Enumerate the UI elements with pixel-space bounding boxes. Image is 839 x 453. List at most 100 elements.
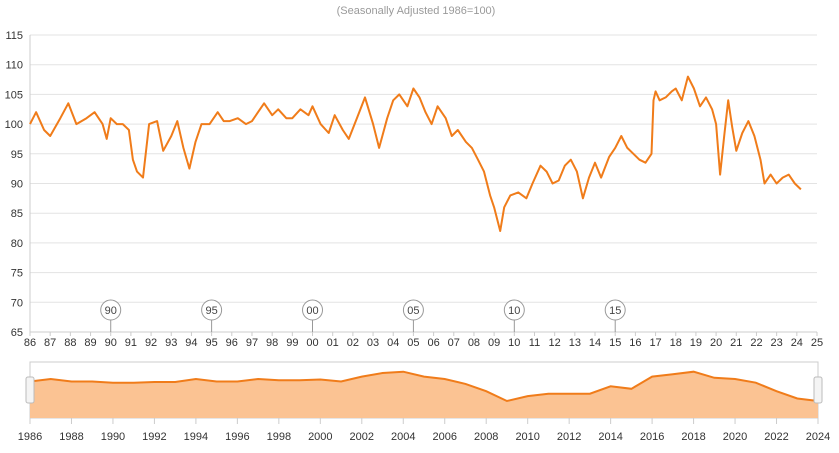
y-tick-label: 105 <box>5 89 23 101</box>
navigator-tick-label: 2000 <box>308 431 332 443</box>
x-tick-label: 13 <box>569 337 581 349</box>
flag-marker[interactable]: 15 <box>604 299 626 332</box>
navigator-tick-label: 2012 <box>557 431 581 443</box>
x-tick-label: 07 <box>448 337 460 349</box>
x-tick-label: 96 <box>226 337 238 349</box>
navigator-tick-label: 2002 <box>350 431 374 443</box>
x-tick-label: 11 <box>529 337 540 349</box>
y-tick-label: 100 <box>5 119 23 131</box>
x-tick-label: 25 <box>811 337 823 349</box>
x-tick-label: 22 <box>750 337 762 349</box>
flag-marker[interactable]: 95 <box>201 299 223 332</box>
flag-circle[interactable] <box>100 299 122 321</box>
navigator[interactable]: 1986 1988 1990 1992 1994 1996 1998 2000 2002 2004… <box>18 361 830 443</box>
x-tick-label: 98 <box>266 337 278 349</box>
x-tick-label: 94 <box>185 337 197 349</box>
flag-label: 00 <box>306 305 318 317</box>
x-tick-label: 00 <box>306 337 318 349</box>
flag-marker[interactable]: 00 <box>302 299 324 332</box>
x-tick-label: 95 <box>205 337 217 349</box>
x-tick-label: 15 <box>609 337 621 349</box>
navigator-area <box>30 371 818 418</box>
flag-circle[interactable] <box>201 299 223 321</box>
x-tick-label: 16 <box>629 337 641 349</box>
navigator-tick-label: 2014 <box>598 431 622 443</box>
navigator-tick-label: 1988 <box>59 431 83 443</box>
x-tick-label: 08 <box>468 337 480 349</box>
navigator-tick-label: 2010 <box>515 431 539 443</box>
navigator-tick-label: 2024 <box>806 431 830 443</box>
x-tick-label: 04 <box>387 337 399 349</box>
y-axis: 65 70 75 80 85 90 95 100 105 110 115 <box>5 30 31 339</box>
x-tick-label: 20 <box>710 337 722 349</box>
navigator-tick-label: 2016 <box>640 431 664 443</box>
flag-label: 90 <box>105 305 117 317</box>
flag-marker[interactable]: 10 <box>503 299 525 332</box>
x-tick-label: 92 <box>145 337 157 349</box>
y-tick-label: 90 <box>11 179 23 191</box>
y-tick-label: 65 <box>11 327 23 339</box>
navigator-tick-label: 1990 <box>101 431 125 443</box>
navigator-line <box>29 370 819 403</box>
x-tick-label: 23 <box>771 337 783 349</box>
navigator-tick-label: 2006 <box>432 431 456 443</box>
x-tick-label: 87 <box>44 337 56 349</box>
flag-marker[interactable]: 90 <box>100 299 122 332</box>
x-tick-label: 06 <box>427 337 439 349</box>
x-tick-label: 88 <box>64 337 76 349</box>
x-tick-label: 24 <box>791 337 803 349</box>
x-tick-label: 89 <box>84 337 96 349</box>
navigator-tick-label: 2008 <box>474 431 498 443</box>
x-tick-label: 14 <box>589 337 601 349</box>
navigator-handle-left[interactable] <box>25 376 35 404</box>
x-tick-label: 10 <box>508 337 520 349</box>
flag-circle[interactable] <box>604 299 626 321</box>
x-tick-label: 99 <box>286 337 298 349</box>
y-tick-label: 115 <box>5 30 23 42</box>
y-tick-label: 110 <box>5 60 23 72</box>
x-tick-label: 91 <box>125 337 137 349</box>
navigator-tick-label: 1986 <box>18 431 42 443</box>
navigator-tick-label: 1998 <box>267 431 291 443</box>
x-tick-label: 05 <box>407 337 419 349</box>
chart-subtitle: (Seasonally Adjusted 1986=100) <box>337 5 496 17</box>
flag-circle[interactable] <box>503 299 525 321</box>
y-tick-label: 95 <box>11 149 23 161</box>
x-tick-label: 18 <box>670 337 682 349</box>
flag-markers[interactable]: 90 95 00 05 10 15 <box>100 299 626 332</box>
navigator-tick-label: 2020 <box>723 431 747 443</box>
series-group[interactable] <box>29 75 802 232</box>
grid-lines <box>30 34 817 333</box>
navigator-tick-label: 1996 <box>225 431 249 443</box>
flag-label: 95 <box>205 305 217 317</box>
x-tick-label: 17 <box>649 337 661 349</box>
flag-label: 05 <box>407 305 419 317</box>
navigator-handle-right[interactable] <box>813 376 823 404</box>
navigator-tick-label: 2004 <box>391 431 415 443</box>
x-tick-label: 93 <box>165 337 177 349</box>
x-tick-label: 01 <box>327 337 339 349</box>
navigator-tick-label: 2022 <box>764 431 788 443</box>
x-tick-label: 19 <box>690 337 702 349</box>
y-tick-label: 85 <box>11 208 23 220</box>
x-tick-label: 03 <box>367 337 379 349</box>
x-tick-label: 90 <box>105 337 117 349</box>
x-tick-label: 02 <box>347 337 359 349</box>
y-tick-label: 70 <box>11 297 23 309</box>
flag-circle[interactable] <box>402 299 424 321</box>
flag-label: 15 <box>609 305 621 317</box>
flag-circle[interactable] <box>302 299 324 321</box>
flag-label: 10 <box>508 305 520 317</box>
x-tick-label: 21 <box>730 337 742 349</box>
navigator-tick-label: 1994 <box>184 431 208 443</box>
series-line[interactable] <box>29 75 802 232</box>
x-tick-label: 09 <box>488 337 500 349</box>
flag-marker[interactable]: 05 <box>402 299 424 332</box>
y-tick-label: 80 <box>11 238 23 250</box>
y-tick-label: 75 <box>11 268 23 280</box>
x-tick-label: 86 <box>24 337 36 349</box>
navigator-tick-label: 2018 <box>681 431 705 443</box>
x-tick-label: 12 <box>549 337 561 349</box>
